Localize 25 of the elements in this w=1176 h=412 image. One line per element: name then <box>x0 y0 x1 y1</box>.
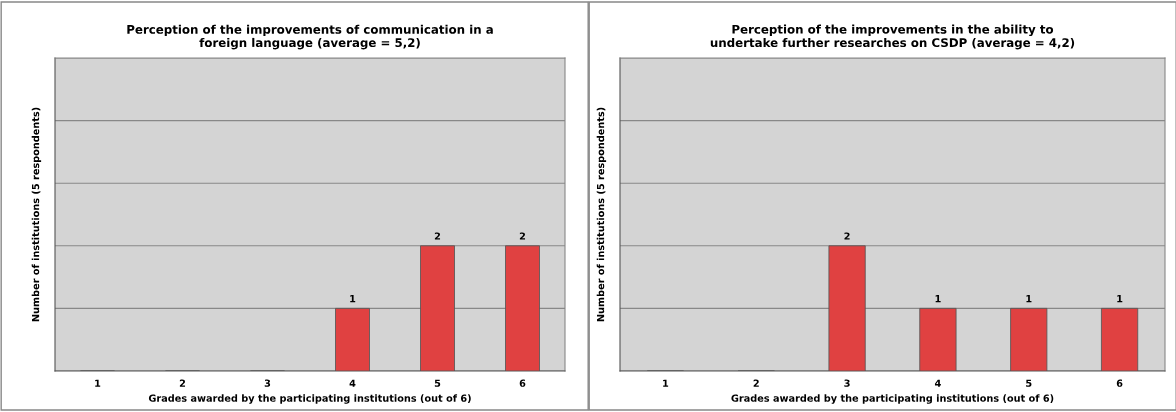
data-label: 2 <box>519 232 526 240</box>
data-label: 1 <box>1117 295 1123 303</box>
x-tick-label: 6 <box>1116 379 1123 387</box>
data-label: 1 <box>1026 295 1032 303</box>
x-tick-label: 4 <box>349 379 356 387</box>
x-axis-title: Grades awarded by the participating institutions (out of 6) <box>731 394 1054 404</box>
x-tick-label: 6 <box>519 379 526 387</box>
x-tick-label: 5 <box>434 379 441 387</box>
x-axis-title: Grades awarded by the participating institutions (out of 6) <box>148 394 471 404</box>
chart-title: Perception of the improvements in the ability to undertake further researches on CSDP (average = 4,2) <box>710 24 1075 50</box>
x-tick-label: 1 <box>95 379 101 387</box>
data-label: 1 <box>350 295 356 303</box>
x-tick-label: 1 <box>663 379 669 387</box>
x-tick-label: 5 <box>1026 379 1032 387</box>
data-label: 2 <box>434 232 441 240</box>
data-label: 1 <box>935 295 941 303</box>
x-tick-label: 3 <box>264 379 271 387</box>
x-tick-label: 4 <box>934 379 941 387</box>
x-tick-label: 2 <box>179 379 186 387</box>
y-axis-title: Number of institutions (5 respondents) <box>31 107 42 322</box>
x-tick-label: 2 <box>753 379 759 387</box>
y-axis-title: Number of institutions (5 respondents) <box>596 107 607 322</box>
chart-title: Perception of the improvements of communication in a foreign language (average = 5,2) <box>127 24 493 50</box>
data-label: 2 <box>844 232 850 240</box>
x-tick-label: 3 <box>844 379 850 387</box>
